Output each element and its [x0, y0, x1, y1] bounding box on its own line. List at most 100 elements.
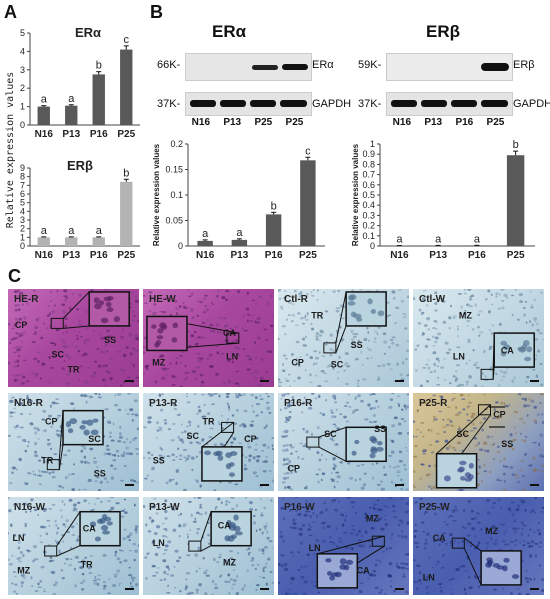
- cell-nucleus: [514, 543, 517, 547]
- cell-nucleus: [255, 475, 259, 478]
- cell-nucleus: [219, 442, 224, 446]
- cell-nucleus: [360, 400, 364, 403]
- inset-cell: [107, 296, 114, 301]
- cell-nucleus: [396, 565, 399, 568]
- cell-nucleus: [96, 348, 100, 351]
- cell-nucleus: [11, 471, 14, 474]
- cell-nucleus: [164, 297, 170, 300]
- cell-nucleus: [234, 483, 239, 486]
- cell-nucleus: [466, 412, 469, 416]
- cell-nucleus: [201, 336, 206, 339]
- region-label: SS: [104, 335, 116, 345]
- cell-nucleus: [452, 393, 456, 395]
- cell-nucleus: [20, 382, 26, 385]
- cell-nucleus: [511, 313, 514, 317]
- cell-nucleus: [400, 497, 403, 500]
- cell-nucleus: [12, 571, 17, 573]
- cell-nucleus: [14, 583, 18, 586]
- cell-nucleus: [218, 556, 222, 559]
- cell-nucleus: [301, 322, 306, 325]
- cell-nucleus: [49, 366, 54, 369]
- cell-nucleus: [241, 423, 246, 426]
- cell-nucleus: [143, 456, 146, 459]
- cell-nucleus: [161, 376, 166, 380]
- cell-nucleus: [344, 383, 350, 385]
- cell-nucleus: [19, 413, 24, 415]
- cell-nucleus: [465, 304, 469, 306]
- cell-nucleus: [34, 326, 38, 330]
- cell-nucleus: [401, 361, 405, 365]
- cell-nucleus: [11, 466, 16, 470]
- cell-nucleus: [312, 553, 317, 555]
- cell-nucleus: [486, 435, 491, 439]
- cell-nucleus: [20, 573, 25, 577]
- cell-nucleus: [102, 587, 107, 590]
- cell-nucleus: [341, 523, 345, 527]
- cell-nucleus: [134, 525, 139, 529]
- cell-nucleus: [14, 400, 19, 405]
- panel-a: Relative expression values 0 1 2 3 4 5 a N16 a P1…: [0, 0, 150, 266]
- cell-nucleus: [254, 376, 257, 381]
- cell-nucleus: [377, 508, 382, 512]
- cell-nucleus: [238, 424, 243, 428]
- cell-nucleus: [150, 521, 153, 524]
- cell-nucleus: [512, 447, 515, 451]
- cell-nucleus: [392, 505, 396, 508]
- cell-nucleus: [208, 542, 211, 546]
- panel-b-letter: B: [150, 2, 163, 22]
- cell-nucleus: [189, 307, 195, 310]
- cell-nucleus: [538, 442, 541, 447]
- micrograph-title: Ctl-W: [419, 294, 446, 305]
- cell-nucleus: [172, 459, 176, 461]
- erb-band-p25: [481, 63, 509, 71]
- cell-nucleus: [208, 420, 213, 424]
- cell-nucleus: [328, 364, 332, 367]
- inset-connector: [335, 325, 347, 354]
- cell-nucleus: [42, 322, 46, 325]
- cell-nucleus: [218, 420, 220, 424]
- inset-connector: [58, 444, 64, 470]
- micrograph-n16-w: CA LN MZ TR N16-W: [8, 497, 139, 595]
- cell-nucleus: [123, 353, 127, 358]
- cell-nucleus: [413, 559, 416, 562]
- cell-nucleus: [178, 458, 183, 461]
- cell-nucleus: [526, 413, 529, 417]
- cell-nucleus: [329, 347, 333, 351]
- region-label: SC: [324, 429, 337, 439]
- cell-nucleus: [254, 356, 258, 360]
- cell-nucleus: [369, 407, 373, 410]
- cell-nucleus: [405, 358, 408, 360]
- cell-nucleus: [96, 497, 100, 500]
- cell-nucleus: [55, 523, 58, 528]
- cell-nucleus: [207, 412, 211, 416]
- cell-nucleus: [248, 458, 251, 462]
- significance-letter: b: [513, 139, 519, 151]
- category-label: P25: [117, 250, 135, 260]
- cell-nucleus: [424, 510, 428, 514]
- cell-nucleus: [463, 292, 467, 295]
- cell-nucleus: [196, 412, 199, 416]
- cell-nucleus: [125, 346, 129, 349]
- cell-nucleus: [103, 477, 108, 480]
- cell-nucleus: [438, 410, 443, 413]
- cell-nucleus: [88, 572, 93, 574]
- cell-nucleus: [529, 320, 532, 323]
- cell-nucleus: [351, 528, 356, 531]
- cell-nucleus: [478, 334, 481, 338]
- cell-nucleus: [148, 309, 152, 313]
- cell-nucleus: [530, 510, 533, 514]
- cell-nucleus: [468, 375, 472, 379]
- cell-nucleus: [41, 456, 44, 459]
- cell-nucleus: [364, 418, 369, 421]
- cell-nucleus: [49, 300, 52, 303]
- cell-nucleus: [266, 406, 271, 410]
- cell-nucleus: [143, 506, 146, 508]
- erb-lane-2: P13: [424, 117, 443, 128]
- cell-nucleus: [305, 485, 308, 488]
- cell-nucleus: [106, 420, 112, 424]
- cell-nucleus: [19, 298, 22, 302]
- cell-nucleus: [533, 405, 537, 409]
- cell-nucleus: [526, 580, 530, 584]
- cell-nucleus: [81, 587, 84, 591]
